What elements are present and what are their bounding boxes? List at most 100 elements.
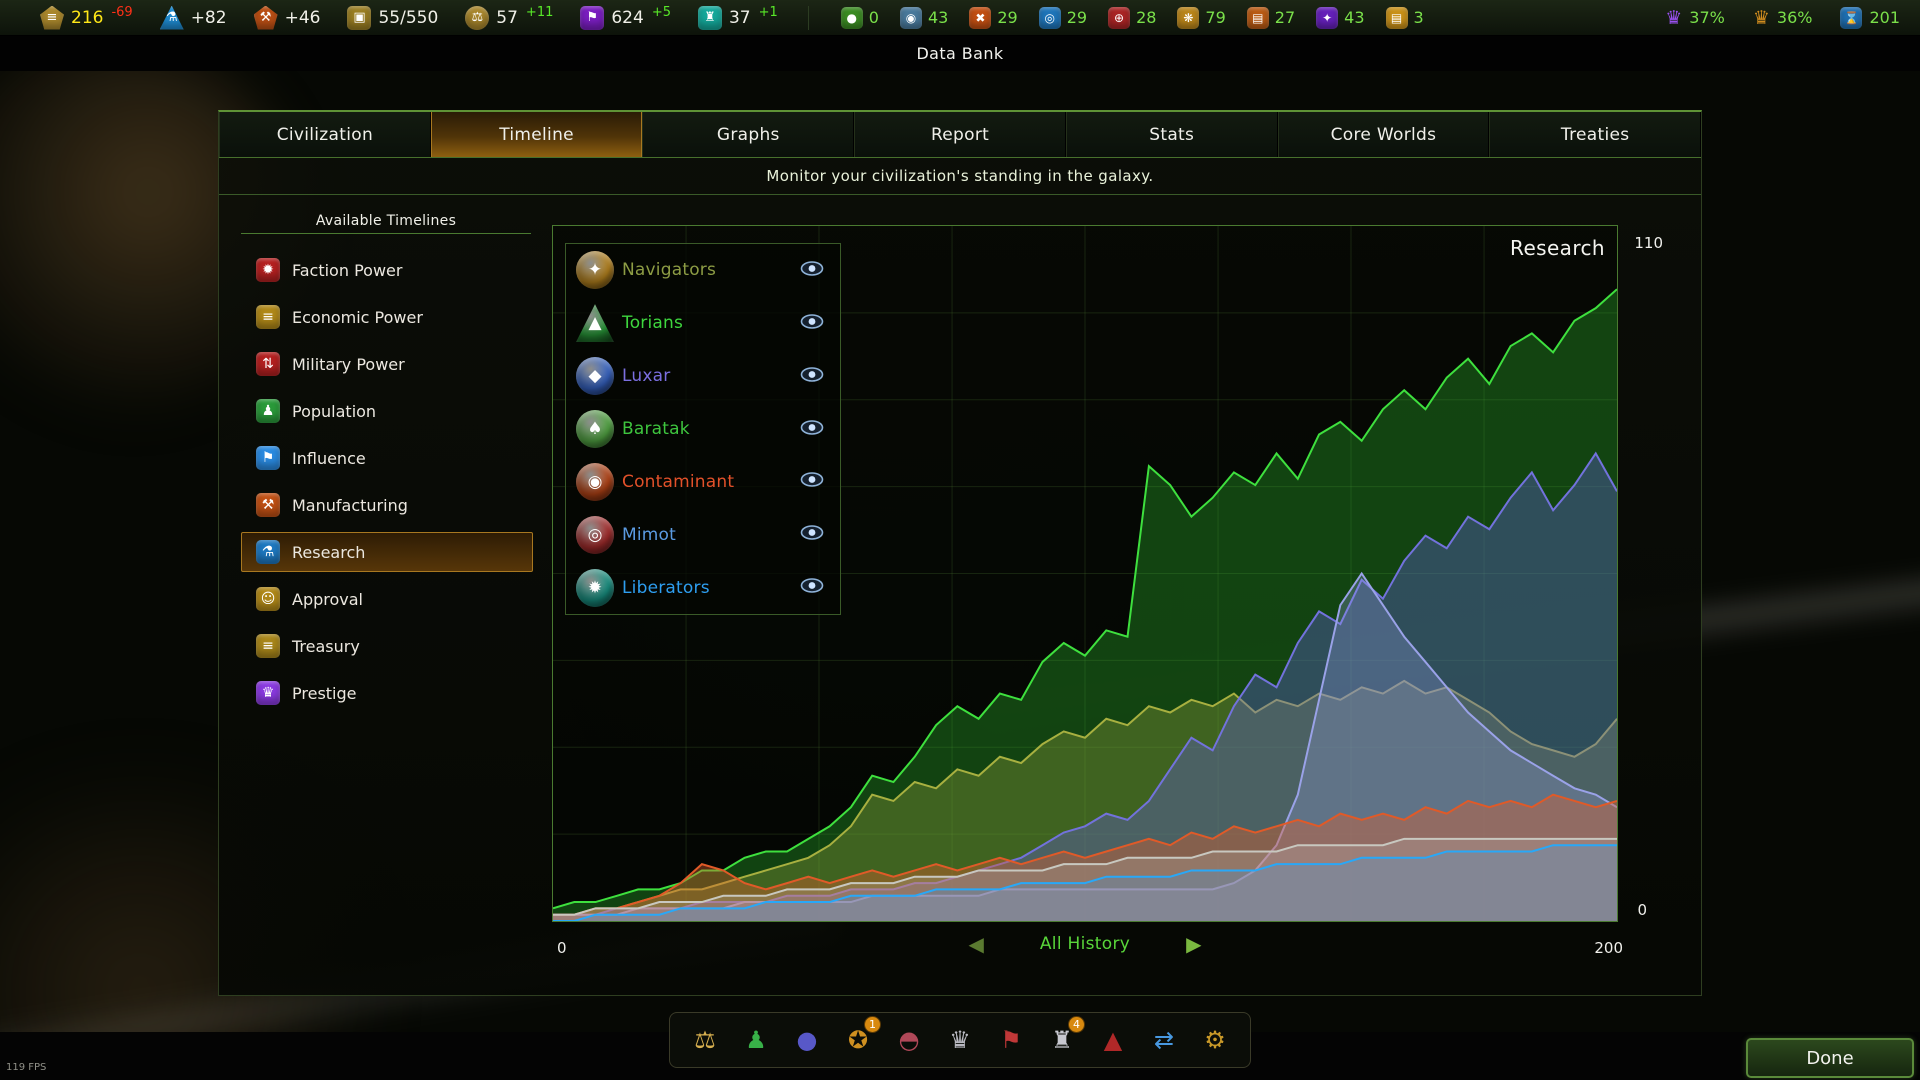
visibility-eye-icon[interactable] [800,261,840,280]
diplomacy-gear-icon[interactable]: ⚙ [1196,1021,1234,1059]
legend-row-liberators: ✹ Liberators [566,561,840,614]
resource-research-rate: ⚗ +82 [159,5,227,30]
resource-value: 3 [1413,8,1424,27]
victory-trophy-icon[interactable]: ♛ [941,1021,979,1059]
ring-resource-icon: ◎ [1038,6,1061,29]
navigators-faction-icon: ✦ [576,251,614,290]
toolbar-glyph: ♜ [1051,1026,1073,1054]
done-button[interactable]: Done [1746,1038,1914,1078]
topbar-divider [807,5,809,30]
resource-delta: +11 [525,4,554,20]
striped-resource-icon: ▤ [1246,6,1269,29]
x-axis-min-label: 0 [557,939,567,957]
faction-power-icon: ✹ [256,258,280,282]
radar-resource: ✦ 43 [1316,6,1365,29]
history-range-control: ◀ All History ▶ [968,932,1201,956]
purple-trophy: ♛ 37% [1665,7,1725,29]
y-axis-max-label: 110 [1634,234,1663,252]
scales-icon: ⚖ [465,5,490,30]
factions-flag-icon[interactable]: ⚑ [992,1021,1030,1059]
segment-resource-icon: ⊕ [1108,6,1131,29]
legend-row-contaminant: ◉ Contaminant [566,455,840,508]
bottom-toolbar: ⚖ ♟ ● ✪ 1 ◓ ♛ ⚑ ♜ 4 ▲ ⇄ ⚙ [669,1012,1251,1068]
databank-graph-icon[interactable]: ◓ [890,1021,928,1059]
resource-value: 216 [71,7,104,28]
manufacturing-rate-icon: ⚒ [253,5,278,30]
visibility-eye-icon[interactable] [800,419,840,439]
segment-resource: ⊕ 28 [1108,6,1156,29]
sidebar-header-label: Available Timelines [315,212,457,229]
visibility-eye-icon[interactable] [800,578,840,597]
sidebar-item-faction-power[interactable]: ✹ Faction Power [241,250,533,290]
resource-administration: ♜ 37 +1 [697,4,778,30]
sidebar-item-label: Military Power [292,354,405,374]
resource-delta: +1 [758,4,778,20]
governance-scales-icon[interactable]: ⚖ [686,1021,724,1059]
sidebar-item-treasury[interactable]: ≡ Treasury [241,626,533,666]
trade-icon[interactable]: ⇄ [1145,1021,1183,1059]
sidebar-item-military-power[interactable]: ⇅ Military Power [241,344,533,384]
toolbar-glyph: ⚙ [1204,1026,1226,1054]
visibility-eye-icon[interactable] [800,313,840,333]
subtitle-text: Monitor your civilization's standing in … [766,167,1154,185]
tab-stats[interactable]: Stats [1065,112,1278,157]
toolbar-glyph: ⚑ [1000,1026,1022,1054]
range-prev-arrow-icon[interactable]: ◀ [968,932,984,956]
sidebar-item-approval[interactable]: ☺ Approval [241,579,533,619]
cross-resource: ✖ 29 [969,6,1018,29]
food-resource-icon: ● [840,6,863,29]
legend-row-navigators: ✦ Navigators [566,244,840,297]
culture-icon: ⚑ [580,5,605,30]
visibility-eye-icon[interactable] [800,472,840,491]
policies-pillar-icon[interactable]: ♜ 4 [1043,1016,1085,1059]
resource-value: 37 [728,7,751,28]
resource-value: 57 [496,7,518,28]
bazaar-tent-icon[interactable]: ▲ [1094,1021,1132,1059]
sidebar-item-label: Treasury [292,636,360,656]
resource-value: 43 [927,8,949,27]
sidebar-header: Available Timelines [241,208,531,234]
visibility-eye-icon[interactable] [800,366,840,386]
sidebar-item-population[interactable]: ♟ Population [241,391,533,431]
food-resource: ● 0 [840,6,879,29]
tab-graphs[interactable]: Graphs [642,112,855,157]
sidebar-item-research[interactable]: ⚗ Research [241,532,533,572]
baratak-faction-icon: ♠ [576,410,614,448]
treasury-icon: ≡ [256,634,280,658]
range-next-arrow-icon[interactable]: ▶ [1186,932,1202,956]
sphere-resource: ◉ 43 [899,6,949,29]
citizens-icon[interactable]: ♟ [737,1021,775,1059]
screen-title-bar: Data Bank [0,36,1920,71]
research-icon: ⚗ [256,540,280,564]
toolbar-glyph: ⇄ [1153,1026,1175,1054]
sidebar-item-influence[interactable]: ⚑ Influence [241,438,533,478]
cross-resource-icon: ✖ [969,6,992,29]
gold-trophy: ♛ 36% [1753,7,1813,29]
sidebar-item-manufacturing[interactable]: ⚒ Manufacturing [241,485,533,525]
toolbar-badge: 4 [1068,1016,1085,1033]
sidebar-item-label: Approval [292,589,363,609]
fps-counter: 119 FPS [6,1062,47,1073]
tab-core-worlds[interactable]: Core Worlds [1277,112,1490,157]
tab-timeline[interactable]: Timeline [430,112,643,157]
toolbar-glyph: ◓ [898,1026,920,1054]
sidebar-item-prestige[interactable]: ♛ Prestige [241,673,533,713]
legend-row-luxar: ◆ Luxar [566,350,840,403]
scroll-resource: ▤ 3 [1385,6,1424,29]
toolbar-glyph: ♛ [949,1026,971,1054]
stat-value: 36% [1776,8,1813,27]
timeline-sidebar: ✹ Faction Power ≡ Economic Power ⇅ Military P… [241,250,533,713]
tab-report[interactable]: Report [854,112,1066,157]
ideology-sphere-icon[interactable]: ● [788,1021,826,1059]
gold-trophy-icon: ♛ [1752,6,1770,29]
mimot-faction-icon: ◎ [576,515,614,554]
x-axis-max-label: 200 [1594,939,1623,957]
resource-value: 29 [997,8,1018,27]
tab-civilization[interactable]: Civilization [219,112,431,157]
sidebar-item-economic-power[interactable]: ≡ Economic Power [241,297,533,337]
main-resources-group: ≡ 216 -69 ⚗ +82 ⚒ +46 ▣ 55/550 ⚖ 57 +11 ⚑ 624 +5 ♜ 37 +1 [0,4,778,30]
visibility-eye-icon[interactable] [800,525,840,544]
achievements-medal-icon[interactable]: ✪ 1 [839,1016,881,1059]
resource-culture: ⚑ 624 +5 [580,5,671,30]
tab-treaties[interactable]: Treaties [1489,112,1702,157]
